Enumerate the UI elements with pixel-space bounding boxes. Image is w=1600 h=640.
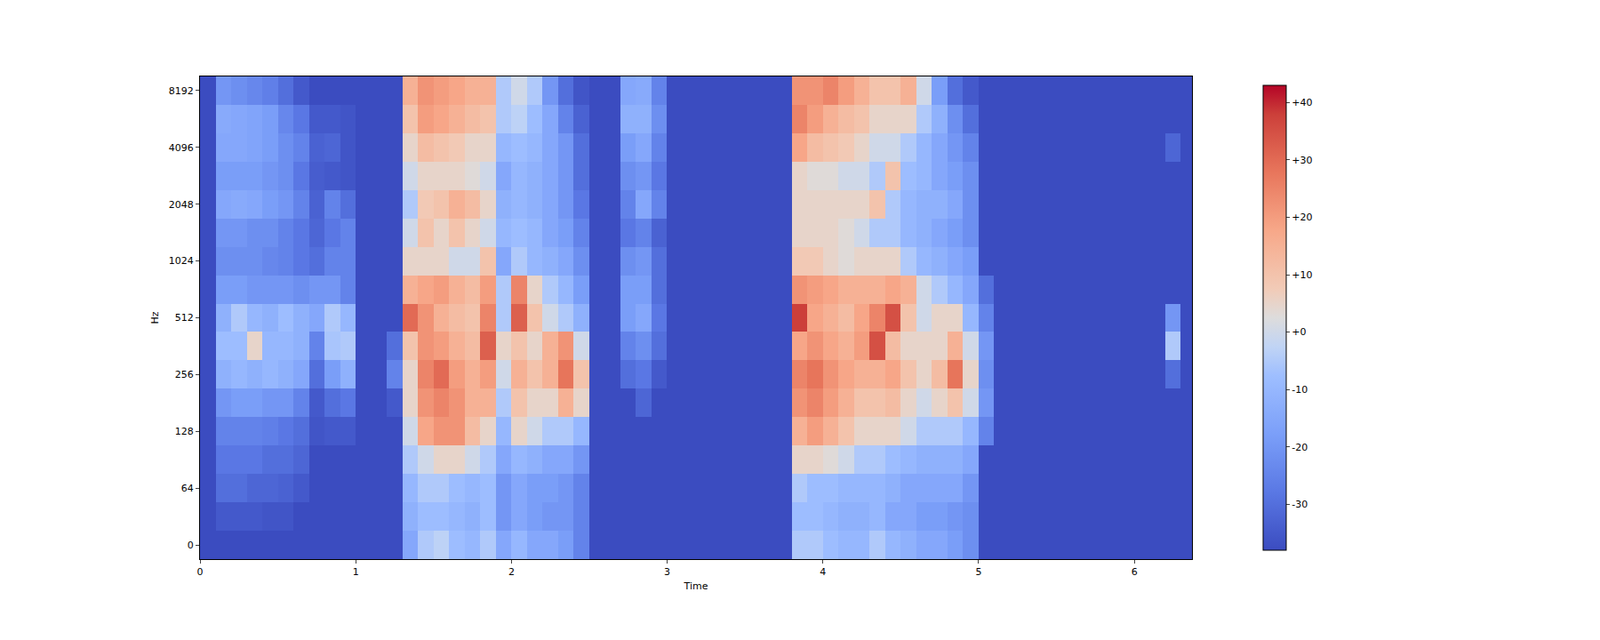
svg-text:+10: +10 (1291, 269, 1312, 281)
svg-text:2048: 2048 (168, 199, 194, 211)
svg-text:64: 64 (181, 482, 194, 495)
svg-text:8192: 8192 (168, 85, 194, 97)
svg-text:4096: 4096 (168, 142, 194, 154)
svg-text:1024: 1024 (168, 255, 194, 267)
svg-text:0: 0 (187, 539, 194, 552)
svg-text:Time: Time (683, 580, 709, 592)
svg-text:+40: +40 (1291, 96, 1312, 109)
svg-text:256: 256 (175, 368, 194, 381)
svg-text:Hz: Hz (149, 311, 161, 324)
svg-text:3: 3 (664, 566, 671, 578)
svg-text:512: 512 (175, 312, 194, 324)
svg-text:+20: +20 (1291, 211, 1312, 224)
svg-text:-10: -10 (1291, 384, 1308, 396)
svg-text:0: 0 (197, 566, 204, 578)
svg-text:+0: +0 (1291, 326, 1306, 338)
svg-text:128: 128 (175, 425, 194, 438)
svg-text:2: 2 (508, 566, 515, 578)
svg-text:-30: -30 (1291, 498, 1308, 511)
svg-text:5: 5 (975, 566, 982, 578)
svg-text:6: 6 (1131, 566, 1138, 578)
svg-text:+30: +30 (1291, 154, 1312, 167)
svg-text:-20: -20 (1291, 441, 1308, 454)
svg-text:4: 4 (819, 566, 826, 578)
svg-text:1: 1 (352, 566, 360, 578)
